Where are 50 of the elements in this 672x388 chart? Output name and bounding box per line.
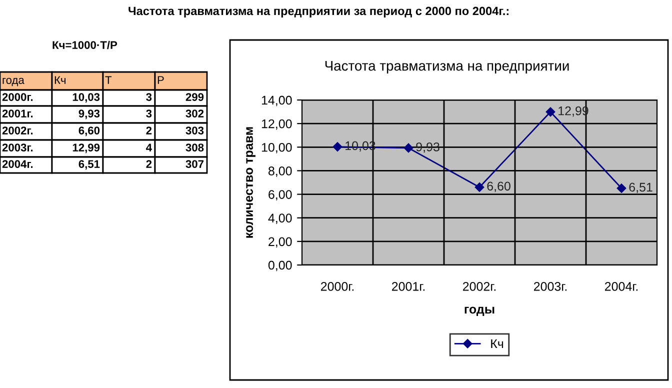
y-tick-label: 6,00 <box>268 190 292 200</box>
chart-title: Частота травматизма на предприятии <box>325 61 569 74</box>
y-tick-label: 8,00 <box>268 166 292 177</box>
text: 2 <box>146 126 152 134</box>
text: 2 <box>146 160 152 168</box>
point <box>616 184 626 193</box>
x-tick-label: 2002г. <box>462 282 496 291</box>
x-tick-label: 2001г. <box>392 282 425 291</box>
y-tick-label: 14,00 <box>262 96 292 106</box>
text: 9,93 <box>78 110 100 120</box>
y-tick-label: 2,00 <box>268 237 292 248</box>
text: 302 <box>186 110 204 118</box>
y-tick-label: 10,00 <box>262 142 292 154</box>
text: 299 <box>186 93 204 101</box>
point <box>474 182 484 192</box>
y-tick-label: 12,00 <box>262 119 292 130</box>
text: 6,51 <box>78 160 100 170</box>
text: 3 <box>146 110 152 118</box>
text: 2002г. <box>2 126 33 134</box>
text: 2001г. <box>2 110 33 118</box>
x-axis-title: годы <box>464 306 494 316</box>
text: 4 <box>146 144 152 152</box>
data-label: 6,51 <box>629 182 652 194</box>
text: Частота травматизма на предприятии за период с 2000 по 2004г.: <box>128 6 508 18</box>
text: 2000г. <box>2 93 33 101</box>
text: 6,60 <box>78 126 100 136</box>
text: 2003г. <box>2 144 33 152</box>
x-tick-label: 2000г. <box>320 282 354 291</box>
point <box>404 143 414 153</box>
text: 3 <box>146 93 152 101</box>
text: Р <box>158 76 164 84</box>
text: Кч <box>54 76 66 84</box>
y-tick-label: 4,00 <box>268 214 292 224</box>
x-tick-label: 2004г. <box>604 282 638 291</box>
point <box>332 142 342 152</box>
text: 10,03 <box>72 93 100 103</box>
data-label: 6,60 <box>487 182 510 192</box>
text: 308 <box>186 144 204 152</box>
text: 303 <box>186 126 204 134</box>
point <box>546 107 556 117</box>
text: 2004г. <box>2 160 33 168</box>
text: года <box>2 78 24 86</box>
text: 307 <box>186 160 204 168</box>
text: Т <box>105 76 112 84</box>
text: 12,99 <box>72 144 100 154</box>
legend-label: Кч <box>491 339 504 348</box>
y-tick-label: 0,00 <box>268 260 292 272</box>
y-axis-title: количество травм <box>246 127 256 238</box>
text: Кч=1000·Т/Р <box>52 40 118 50</box>
x-tick-label: 2003г. <box>534 282 567 291</box>
